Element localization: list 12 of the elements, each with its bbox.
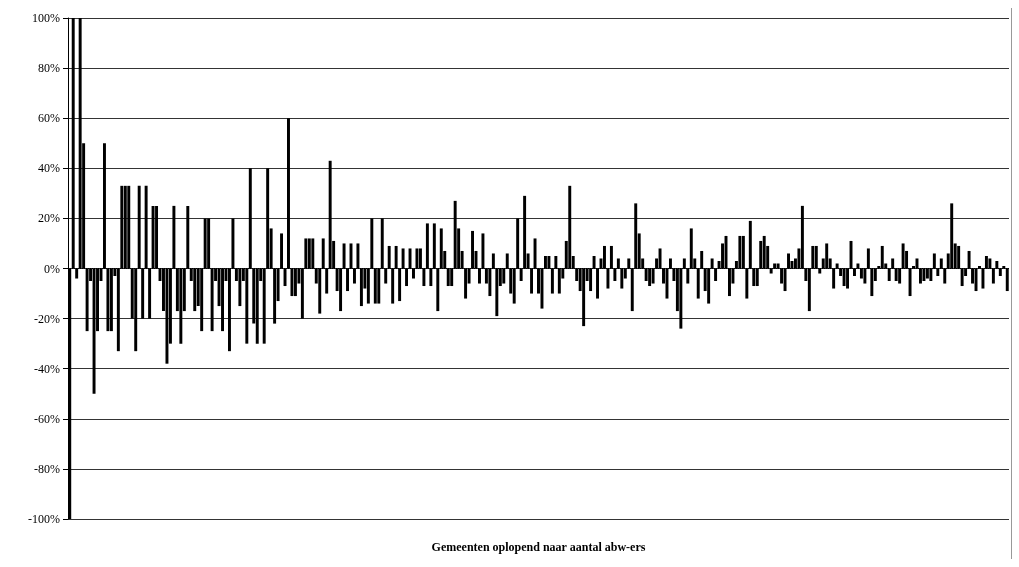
y-tick-label: 80% [38,61,60,76]
y-tick-label: -60% [34,411,60,426]
y-tick-label: -40% [34,361,60,376]
y-tick-label: 0% [44,261,60,276]
y-tick-label: 40% [38,161,60,176]
y-tick-label: 100% [32,11,60,25]
y-tick-label: 60% [38,111,60,126]
y-tick-label: -100% [28,512,60,526]
y-tick-label: 20% [38,211,60,226]
y-tick-label: -20% [34,311,60,326]
y-tick-label: -80% [34,461,60,476]
x-axis-title: Gemeenten oplopend naar aantal abw-ers [431,540,646,554]
